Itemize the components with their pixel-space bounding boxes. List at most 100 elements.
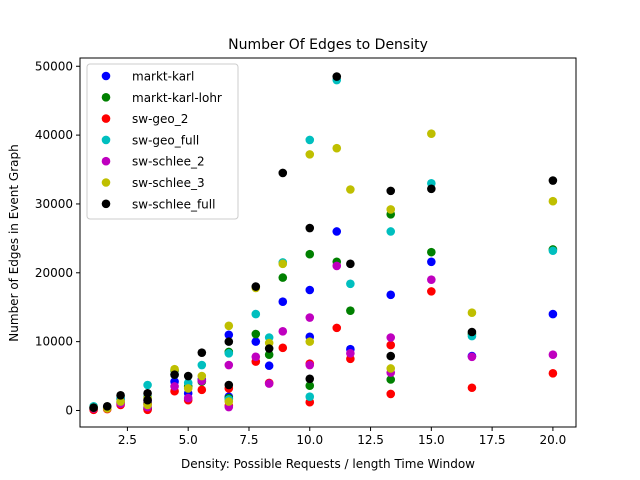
data-point-sw-schlee_full [386,186,396,196]
data-point-sw-schlee_3 [386,205,396,214]
data-point-sw-schlee_3 [116,397,125,406]
data-point-sw-schlee_full [116,391,125,400]
legend-label: sw-schlee_3 [132,176,205,190]
data-point-sw-geo_full [143,380,152,390]
data-point-sw-schlee_full [264,344,274,353]
data-point-sw-schlee_full [548,176,558,185]
data-point-sw-schlee_full [467,327,477,337]
data-point-sw-schlee_3 [224,397,234,406]
data-point-sw-schlee_3 [346,185,355,194]
data-point-sw-schlee_full [170,370,179,379]
data-point-sw-geo_full [386,227,396,236]
legend-marker [101,71,111,81]
data-point-sw-schlee_2 [251,352,261,362]
x-tick-label: 10.0 [296,433,323,447]
x-tick-label: 20.0 [540,433,567,447]
data-point-sw-schlee_full [386,351,396,361]
x-axis-label: Density: Possible Requests / length Time… [181,457,475,471]
data-point-sw-schlee_2 [346,349,355,358]
data-point-sw-schlee_full [305,374,315,384]
legend-label: sw-schlee_full [132,197,215,211]
data-point-sw-geo_2 [278,343,288,353]
data-point-sw-geo_full [305,392,315,402]
data-point-sw-schlee_full [102,402,112,411]
data-point-sw-geo_full [251,309,261,319]
data-point-sw-schlee_full [332,72,342,81]
data-point-sw-schlee_2 [386,333,396,342]
y-tick-label: 40000 [35,128,73,142]
data-point-sw-schlee_3 [197,371,207,381]
data-point-markt-karl [278,297,288,307]
x-tick-label: 7.5 [239,433,258,447]
data-point-sw-geo_2 [548,369,558,378]
legend: markt-karl markt-karl-lohr sw-geo_2 sw-geo_… [86,63,239,220]
data-point-markt-karl [548,309,558,319]
data-point-sw-schlee_3 [224,321,234,331]
data-point-sw-schlee_full [224,380,234,390]
data-point-sw-schlee_full [89,403,98,413]
data-point-markt-karl [264,361,274,371]
y-axis-label: Number of Edges in Event Graph [7,144,21,341]
data-point-markt-karl-lohr [386,375,396,384]
data-point-sw-schlee_full [305,223,315,233]
legend-marker [101,93,111,102]
x-tick-label: 12.5 [357,433,384,447]
data-point-sw-schlee_2 [224,360,234,370]
data-point-sw-geo_2 [427,287,436,296]
data-point-sw-schlee_3 [305,337,315,346]
x-tick-label: 5.0 [179,433,198,447]
data-point-sw-schlee_2 [170,382,179,391]
data-point-sw-schlee_2 [305,313,315,322]
legend-marker [101,178,111,187]
data-point-markt-karl [386,290,396,300]
plot-area: 2.5 5.0 7.5 10.0 12.5 15.0 17.5 20.0 0 10000 20000… [35,57,577,447]
data-point-sw-geo_2 [386,340,396,350]
data-point-markt-karl-lohr [251,329,261,339]
legend-marker [101,156,111,166]
data-point-markt-karl [305,285,315,295]
data-point-sw-schlee_2 [264,379,274,388]
legend-box [86,63,239,220]
y-tick-label: 30000 [35,197,73,211]
data-point-sw-schlee_2 [305,360,315,370]
data-point-sw-schlee_2 [427,275,436,284]
y-tick-label: 0 [65,403,73,417]
data-point-sw-geo_full [224,349,234,358]
legend-marker [101,114,111,123]
data-point-sw-geo_full [346,279,355,289]
data-point-sw-schlee_full [197,348,207,357]
data-point-sw-geo_full [305,135,315,145]
legend-label: markt-karl [132,70,194,84]
data-point-markt-karl [427,257,436,267]
data-point-sw-schlee_full [278,168,288,178]
data-point-sw-schlee_full [143,388,152,398]
data-point-sw-schlee_full [143,395,152,405]
data-point-markt-karl [224,330,234,340]
data-point-sw-schlee_3 [548,196,558,206]
data-point-sw-schlee_full [427,184,436,194]
y-tick-label: 50000 [35,59,73,73]
legend-label: sw-geo_2 [132,112,188,126]
axes-frame [79,57,577,428]
data-point-sw-schlee_3 [467,308,477,318]
data-point-sw-geo_full [197,360,207,370]
data-point-markt-karl-lohr [346,306,355,315]
data-point-sw-geo_2 [332,323,342,333]
data-point-markt-karl [332,227,342,236]
data-point-sw-schlee_full [251,282,261,291]
legend-marker [101,199,111,209]
data-point-sw-geo_2 [467,383,477,393]
data-point-sw-schlee_full [224,337,234,346]
data-point-sw-schlee_3 [278,259,288,269]
data-point-sw-schlee_3 [305,150,315,159]
data-point-sw-schlee_2 [467,352,477,362]
data-point-sw-geo_full [548,246,558,256]
legend-marker [101,135,111,145]
legend-label: sw-schlee_2 [132,155,205,169]
data-point-markt-karl-lohr [278,273,288,282]
data-point-sw-schlee_full [346,259,355,269]
data-point-sw-schlee_3 [183,384,193,393]
data-point-sw-geo_2 [197,385,207,395]
data-point-sw-schlee_3 [427,129,436,139]
